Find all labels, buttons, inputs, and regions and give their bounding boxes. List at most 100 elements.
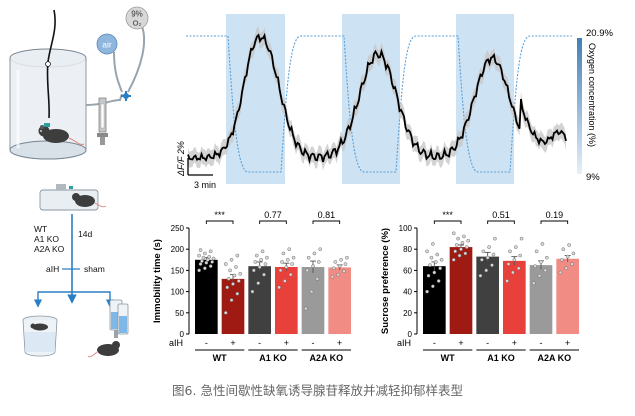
bar-1 [423, 266, 446, 334]
air-label: air [102, 40, 112, 50]
data-point [484, 268, 489, 273]
y-tick-label: 200 [171, 245, 185, 254]
data-point [478, 273, 483, 278]
data-point [250, 289, 255, 294]
data-point [208, 249, 213, 254]
aih-mark: - [258, 338, 261, 348]
data-point [253, 260, 258, 264]
data-point [429, 255, 434, 260]
data-point [306, 255, 311, 260]
data-point [228, 268, 232, 273]
data-point [263, 262, 268, 266]
data-point [305, 268, 309, 273]
data-point [453, 249, 457, 254]
data-point [229, 298, 234, 302]
immobility-time-chart: Immobility time (s) 0 50 100 150 200 250 - + - + - +… [152, 210, 351, 363]
data-point [481, 249, 486, 254]
data-point [281, 251, 286, 256]
data-point [491, 252, 496, 257]
oxygen-symbol-label: O₂ [133, 19, 142, 28]
data-point [197, 268, 201, 273]
data-point [428, 263, 432, 267]
dff-signal-trace [187, 32, 567, 165]
data-point [257, 265, 262, 269]
hypoxia-bands [226, 14, 514, 184]
data-point [512, 257, 517, 262]
y-axis-label: Sucrose preference (%) [380, 228, 391, 334]
data-point [571, 251, 576, 256]
data-point [457, 253, 462, 258]
significance-label: 0.51 [492, 210, 510, 220]
data-point [200, 259, 204, 263]
bar-4 [503, 260, 526, 334]
data-point [565, 254, 570, 259]
data-point [252, 268, 256, 273]
dff-scale-label: ΔF/F 2% [176, 141, 186, 177]
data-point [485, 255, 490, 260]
duration-label: 14d [78, 229, 92, 239]
split-bracket [37, 291, 111, 300]
aih-mark: - [312, 338, 315, 348]
data-point [232, 273, 237, 278]
data-point [433, 260, 438, 264]
data-point [456, 236, 460, 241]
y-tick-label: 0 [180, 330, 185, 339]
aih-mark: + [458, 338, 463, 348]
treatment-label: aIH [46, 264, 59, 274]
data-point [332, 266, 336, 271]
data-point [259, 257, 263, 262]
data-point [518, 253, 522, 258]
data-point [466, 238, 471, 243]
data-point [290, 262, 294, 266]
data-point [287, 247, 292, 251]
data-point [519, 236, 524, 241]
data-point [197, 253, 201, 258]
data-point [256, 281, 261, 285]
flowmeter-icon [97, 97, 108, 145]
data-point [288, 272, 293, 277]
data-point [211, 256, 216, 261]
data-point [265, 255, 269, 260]
aih-mark: + [337, 338, 342, 348]
data-point [531, 281, 536, 285]
y-tick-label: 0 [408, 330, 413, 339]
significance-bracket [312, 220, 341, 224]
data-point [438, 266, 442, 271]
aih-mark: + [284, 338, 289, 348]
group-label: A2A KO [537, 353, 571, 363]
data-point [330, 274, 335, 279]
data-point [570, 262, 574, 266]
data-point [506, 262, 511, 266]
y-tick-label: 80 [403, 245, 412, 254]
data-point [283, 279, 287, 283]
group-label: A1 KO [259, 353, 287, 363]
data-point [337, 264, 342, 268]
oxygen-concentration-trace [186, 35, 572, 173]
restraint-tube-icon [39, 184, 107, 211]
bar-4 [275, 267, 298, 334]
data-point [309, 289, 314, 294]
data-point [291, 255, 296, 260]
bar-2 [449, 247, 473, 334]
significance-bracket [540, 220, 569, 224]
data-point [465, 245, 469, 249]
data-point [490, 263, 494, 267]
data-point [262, 272, 266, 277]
data-point [237, 279, 241, 283]
data-point [278, 268, 283, 273]
data-point [333, 260, 338, 264]
data-point [223, 310, 228, 315]
bar-1 [195, 259, 218, 334]
significance-label: *** [442, 210, 453, 220]
aih-mark: - [486, 338, 489, 348]
data-point [561, 247, 566, 251]
data-point [198, 248, 203, 252]
air-source: air [96, 33, 118, 55]
forced-swim-beaker-icon [22, 315, 58, 357]
data-point [235, 291, 240, 296]
data-point [545, 255, 549, 260]
scale-bar: ΔF/F 2% 3 min [176, 141, 216, 190]
significance-label: *** [214, 210, 225, 220]
data-point [339, 257, 343, 262]
data-point [539, 260, 543, 264]
